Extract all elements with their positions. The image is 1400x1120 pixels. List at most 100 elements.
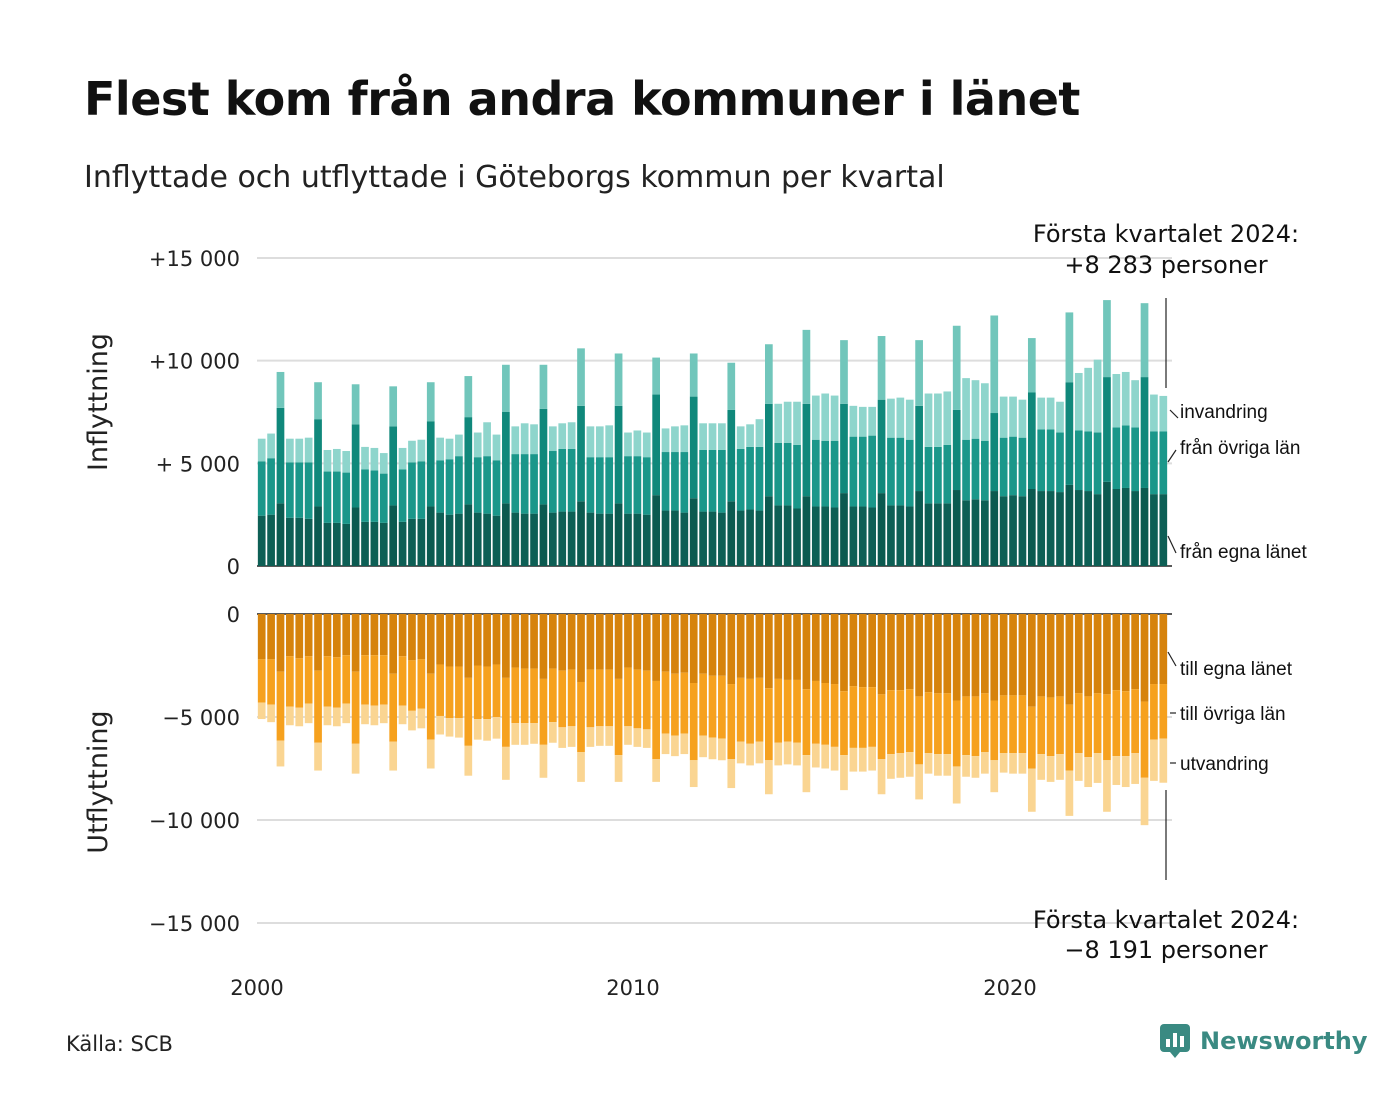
bar-out-utvandring [624, 726, 632, 745]
bar-in-egna-lanet [633, 513, 642, 566]
bar-out-utvandring [605, 726, 614, 746]
bar-out-utvandring [802, 755, 811, 793]
bar-out-utvandring [990, 760, 999, 793]
bar-out-utvandring [379, 704, 388, 724]
bar-out-ovriga-lan [520, 668, 529, 724]
bar-out-utvandring [699, 735, 707, 758]
bar-out-utvandring [905, 752, 914, 777]
bar-in-egna-lanet [811, 506, 820, 566]
bar-in-ovriga-lan [708, 449, 717, 512]
bar-out-ovriga-lan [492, 664, 501, 717]
bar-out-utvandring [351, 743, 360, 774]
bar-out-utvandring [502, 746, 510, 780]
bar-in-egna-lanet [323, 522, 332, 566]
bar-in-ovriga-lan [661, 452, 670, 511]
bar-out-egna-lanet [689, 614, 698, 684]
bar-out-egna-lanet [295, 614, 304, 659]
bar-in-egna-lanet [511, 512, 520, 566]
bar-in-invandring [530, 424, 538, 455]
bar-in-invandring [633, 430, 642, 457]
bar-in-invandring [774, 403, 783, 443]
bar-out-ovriga-lan [1150, 684, 1158, 740]
brand-logo[interactable]: Newsworthy [1160, 1024, 1368, 1058]
bar-in-ovriga-lan [492, 460, 501, 516]
bar-in-egna-lanet [849, 506, 858, 566]
bar-in-invandring [1037, 397, 1046, 430]
bar-in-invandring [727, 362, 736, 410]
bar-out-ovriga-lan [389, 673, 398, 742]
bar-out-utvandring [314, 742, 322, 771]
bar-in-ovriga-lan [455, 456, 463, 514]
bar-in-invandring [398, 447, 407, 470]
bar-in-ovriga-lan [849, 436, 858, 507]
series-label-bottom: till övriga län [1180, 704, 1286, 725]
bar-in-ovriga-lan [727, 409, 736, 502]
bar-in-egna-lanet [408, 518, 416, 566]
bar-in-egna-lanet [257, 515, 266, 566]
bar-in-ovriga-lan [624, 456, 632, 514]
bar-out-egna-lanet [868, 614, 877, 688]
bar-out-utvandring [1084, 757, 1093, 788]
bar-in-egna-lanet [1103, 481, 1111, 566]
bar-out-utvandring [689, 760, 698, 788]
bar-in-invandring [295, 438, 304, 463]
bar-out-utvandring [821, 744, 830, 769]
bar-in-invandring [379, 453, 388, 474]
bar-out-ovriga-lan [943, 693, 952, 755]
bar-out-ovriga-lan [736, 677, 745, 742]
bar-in-egna-lanet [426, 506, 435, 566]
bar-out-egna-lanet [304, 614, 313, 657]
bar-out-egna-lanet [483, 614, 491, 667]
bar-in-invandring [793, 401, 801, 445]
bar-out-ovriga-lan [708, 675, 717, 738]
bar-in-egna-lanet [389, 505, 398, 566]
bar-in-ovriga-lan [295, 462, 304, 518]
bar-in-egna-lanet [1027, 489, 1036, 566]
bar-in-ovriga-lan [1131, 427, 1139, 492]
bar-in-invandring [990, 315, 999, 414]
bar-out-egna-lanet [1018, 614, 1027, 696]
bar-in-egna-lanet [1131, 491, 1139, 566]
brand-name: Newsworthy [1200, 1027, 1368, 1055]
bar-in-invandring [943, 391, 952, 445]
bar-out-egna-lanet [473, 614, 482, 666]
bar-in-invandring [276, 371, 285, 408]
bar-out-egna-lanet [548, 614, 557, 669]
bar-out-egna-lanet [887, 614, 895, 691]
bar-in-invandring [971, 380, 980, 439]
bar-out-egna-lanet [774, 614, 783, 679]
bar-in-egna-lanet [577, 501, 585, 566]
bar-in-ovriga-lan [1140, 377, 1149, 488]
bar-out-utvandring [1046, 756, 1055, 782]
bar-in-ovriga-lan [530, 454, 538, 514]
bar-in-invandring [1046, 397, 1055, 430]
bar-out-utvandring [1018, 753, 1027, 774]
bar-in-ovriga-lan [793, 444, 801, 509]
bar-in-invandring [502, 364, 510, 412]
bar-in-ovriga-lan [746, 446, 754, 510]
bar-in-invandring [558, 423, 567, 449]
bar-in-egna-lanet [614, 503, 623, 566]
bar-in-egna-lanet [774, 505, 783, 566]
bar-in-ovriga-lan [783, 442, 792, 506]
bar-out-egna-lanet [764, 614, 773, 689]
bar-out-ovriga-lan [1074, 693, 1083, 754]
bar-out-utvandring [999, 753, 1008, 773]
bar-in-ovriga-lan [915, 405, 923, 492]
bar-out-egna-lanet [793, 614, 801, 680]
bar-out-utvandring [774, 742, 783, 766]
bar-out-utvandring [1009, 753, 1017, 774]
bar-out-ovriga-lan [370, 655, 379, 706]
bar-out-ovriga-lan [295, 658, 304, 708]
bar-out-ovriga-lan [1018, 695, 1027, 754]
bar-in-ovriga-lan [680, 452, 689, 513]
bar-out-ovriga-lan [1140, 701, 1149, 778]
bar-in-ovriga-lan [361, 469, 369, 522]
bar-in-egna-lanet [1112, 489, 1121, 566]
bar-out-ovriga-lan [981, 693, 989, 753]
bar-in-invandring [286, 438, 294, 463]
bar-out-ovriga-lan [962, 696, 970, 756]
bar-in-egna-lanet [840, 493, 848, 566]
bar-in-egna-lanet [379, 522, 388, 566]
bar-in-egna-lanet [1056, 492, 1064, 566]
